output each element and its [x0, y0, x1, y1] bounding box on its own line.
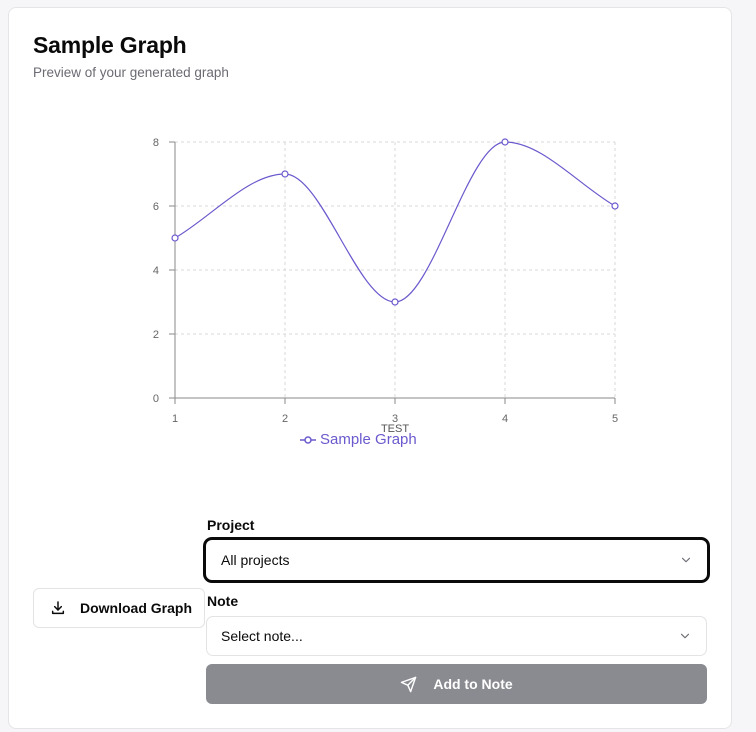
- data-point: [281, 170, 289, 178]
- y-tick-label: 4: [153, 265, 159, 277]
- download-icon: [51, 601, 65, 615]
- y-tick-label: 0: [153, 393, 159, 405]
- chart: 0 2 4 6 8 1 2 3 4 5 TEST Sample Graph: [153, 137, 619, 448]
- note-label: Note: [207, 593, 239, 609]
- project-label: Project: [207, 517, 255, 533]
- data-point: [611, 202, 619, 210]
- x-tick-label: 5: [612, 413, 618, 425]
- x-axis-label: TEST: [381, 423, 409, 435]
- chart-svg: 0 2 4 6 8 1 2 3 4 5 TEST: [153, 137, 619, 435]
- y-tick-label: 8: [153, 137, 159, 149]
- note-select-placeholder: Select note...: [221, 628, 303, 644]
- chart-legend[interactable]: Sample Graph: [300, 431, 417, 448]
- x-tick-label: 1: [172, 413, 178, 425]
- chevron-down-icon: [681, 557, 691, 563]
- download-graph-label: Download Graph: [80, 600, 192, 616]
- y-tick-label: 6: [153, 201, 159, 213]
- project-select-value: All projects: [221, 552, 290, 568]
- chevron-down-icon: [680, 633, 690, 639]
- download-graph-button[interactable]: Download Graph: [33, 588, 205, 628]
- page-subtitle: Preview of your generated graph: [33, 65, 229, 80]
- legend-label: Sample Graph: [320, 431, 417, 448]
- x-tick-label: 3: [392, 413, 398, 425]
- data-point: [391, 298, 399, 306]
- y-tick-label: 2: [153, 329, 159, 341]
- data-point: [171, 234, 179, 242]
- send-icon: [401, 676, 417, 692]
- legend-line-icon: [300, 435, 316, 444]
- x-tick-label: 2: [282, 413, 288, 425]
- project-select[interactable]: All projects: [204, 538, 709, 582]
- note-select[interactable]: Select note...: [206, 616, 707, 656]
- data-point: [501, 138, 509, 146]
- add-to-note-label: Add to Note: [433, 676, 513, 692]
- x-tick-label: 4: [502, 413, 508, 425]
- add-to-note-button[interactable]: Add to Note: [206, 664, 707, 704]
- page-title: Sample Graph: [33, 32, 187, 58]
